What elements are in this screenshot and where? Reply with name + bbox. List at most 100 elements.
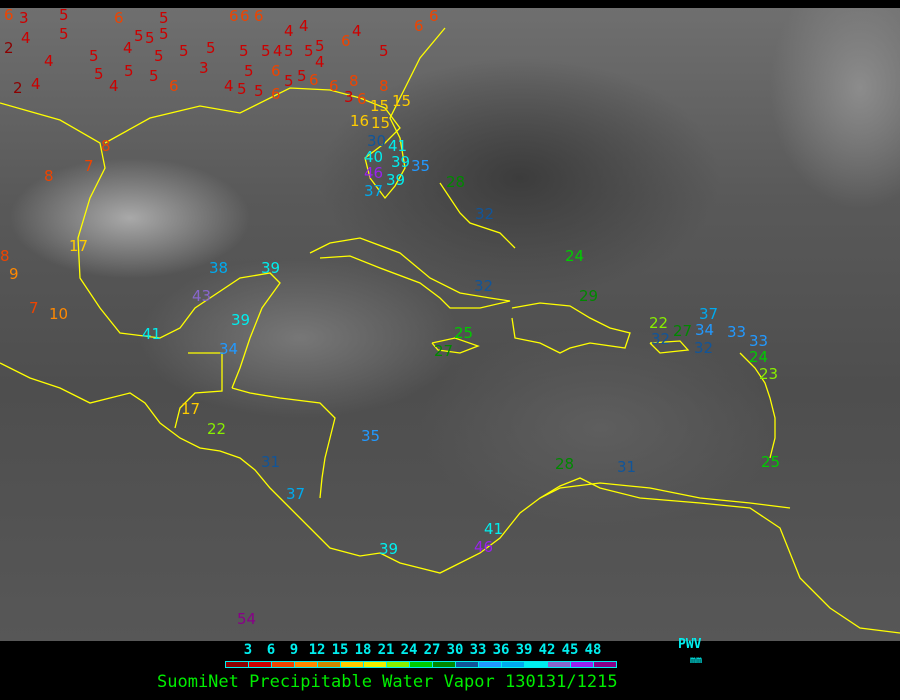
scale-tick-label: 18 <box>354 642 372 658</box>
station-pwv-value: 32 <box>475 205 495 223</box>
station-pwv-value: 35 <box>361 427 381 445</box>
station-pwv-value: 4 <box>31 75 41 93</box>
station-pwv-value: 40 <box>364 148 384 166</box>
station-pwv-value: 6 <box>254 7 264 25</box>
station-pwv-value: 4 <box>109 77 119 95</box>
station-pwv-value: 6 <box>229 7 239 25</box>
scale-tick-label: 33 <box>469 642 487 658</box>
station-pwv-value: 39 <box>386 171 406 189</box>
us-gulf-coast <box>104 27 446 200</box>
station-pwv-value: 41 <box>484 520 504 538</box>
station-pwv-value: 5 <box>237 80 247 98</box>
station-pwv-value: 22 <box>207 420 227 438</box>
station-pwv-value: 25 <box>761 453 781 471</box>
station-pwv-value: 6 <box>309 71 319 89</box>
station-pwv-value: 39 <box>261 259 281 277</box>
station-pwv-value: 5 <box>94 65 104 83</box>
station-pwv-value: 5 <box>159 9 169 27</box>
station-pwv-value: 30 <box>367 132 387 150</box>
station-pwv-value: 29 <box>579 287 599 305</box>
station-pwv-value: 8 <box>0 247 10 265</box>
station-pwv-value: 6 <box>240 7 250 25</box>
station-pwv-value: 33 <box>727 323 747 341</box>
color-swatch <box>594 662 616 667</box>
color-swatch <box>433 662 456 667</box>
station-pwv-value: 22 <box>649 314 669 332</box>
unit-label: PWV <box>678 637 702 652</box>
station-pwv-value: 37 <box>699 305 719 323</box>
station-pwv-value: 24 <box>749 348 769 366</box>
station-pwv-value: 32 <box>694 339 714 357</box>
station-pwv-value: 5 <box>149 67 159 85</box>
station-pwv-value: 5 <box>59 25 69 43</box>
station-pwv-value: 7 <box>84 157 94 175</box>
scale-tick-label: 42 <box>538 642 556 658</box>
color-swatch <box>226 662 249 667</box>
station-pwv-value: 6 <box>329 77 339 95</box>
station-pwv-value: 4 <box>123 39 133 57</box>
color-swatch <box>364 662 387 667</box>
station-pwv-value: 6 <box>114 9 124 27</box>
color-swatch <box>571 662 594 667</box>
station-pwv-value: 6 <box>271 62 281 80</box>
station-pwv-value: 54 <box>237 610 257 628</box>
scale-tick-label: 12 <box>308 642 326 658</box>
color-swatch <box>249 662 272 667</box>
station-pwv-value: 6 <box>414 17 424 35</box>
caribbean-coast-central-america <box>231 387 336 499</box>
station-pwv-value: 17 <box>181 400 201 418</box>
station-pwv-value: 4 <box>299 17 309 35</box>
color-swatch <box>410 662 433 667</box>
station-pwv-value: 31 <box>617 458 637 476</box>
station-pwv-value: 27 <box>434 342 454 360</box>
coastlines <box>0 27 900 634</box>
station-pwv-value: 6 <box>271 85 281 103</box>
station-pwv-value: 16 <box>350 112 370 130</box>
station-pwv-value: 2 <box>13 79 23 97</box>
station-pwv-value: 46 <box>474 538 494 556</box>
color-swatch <box>525 662 548 667</box>
color-swatch <box>387 662 410 667</box>
scale-tick-label: 24 <box>400 642 418 658</box>
station-pwv-value: 6 <box>169 77 179 95</box>
station-pwv-value: 3 <box>344 88 354 106</box>
station-pwv-value: 7 <box>29 299 39 317</box>
station-pwv-value: 5 <box>261 42 271 60</box>
unit: mm <box>690 655 703 666</box>
station-pwv-value: 35 <box>411 157 431 175</box>
scale-tick-label: 21 <box>377 642 395 658</box>
station-pwv-value: 39 <box>379 540 399 558</box>
scale-tick-label: 45 <box>561 642 579 658</box>
color-swatch <box>318 662 341 667</box>
station-pwv-value: 5 <box>154 47 164 65</box>
station-pwv-value: 32 <box>651 330 671 348</box>
station-pwv-value: 5 <box>206 39 216 57</box>
station-pwv-value: 5 <box>284 42 294 60</box>
station-pwv-value: 28 <box>446 173 466 191</box>
scale-tick-label: 9 <box>289 642 299 658</box>
station-pwv-value: 34 <box>219 340 239 358</box>
station-pwv-value: 5 <box>179 42 189 60</box>
station-pwv-value: 5 <box>239 42 249 60</box>
station-pwv-value: 4 <box>273 42 283 60</box>
station-pwv-value: 28 <box>555 455 575 473</box>
station-pwv-value: 39 <box>391 153 411 171</box>
station-pwv-value: 41 <box>142 325 162 343</box>
color-swatch <box>479 662 502 667</box>
color-swatch <box>456 662 479 667</box>
puerto-rico <box>649 340 690 354</box>
scale-tick-label: 48 <box>584 642 602 658</box>
mexico-guatemala-border <box>174 352 223 429</box>
color-swatch <box>272 662 295 667</box>
station-pwv-value: 8 <box>379 77 389 95</box>
station-pwv-value: 5 <box>379 42 389 60</box>
color-bar <box>225 661 617 668</box>
station-pwv-value: 5 <box>304 42 314 60</box>
scale-tick-label: 3 <box>243 642 253 658</box>
station-pwv-value: 5 <box>159 25 169 43</box>
station-pwv-value: 5 <box>315 37 325 55</box>
lesser-antilles <box>739 352 776 459</box>
station-pwv-value: 4 <box>315 53 325 71</box>
station-pwv-value: 37 <box>364 182 384 200</box>
